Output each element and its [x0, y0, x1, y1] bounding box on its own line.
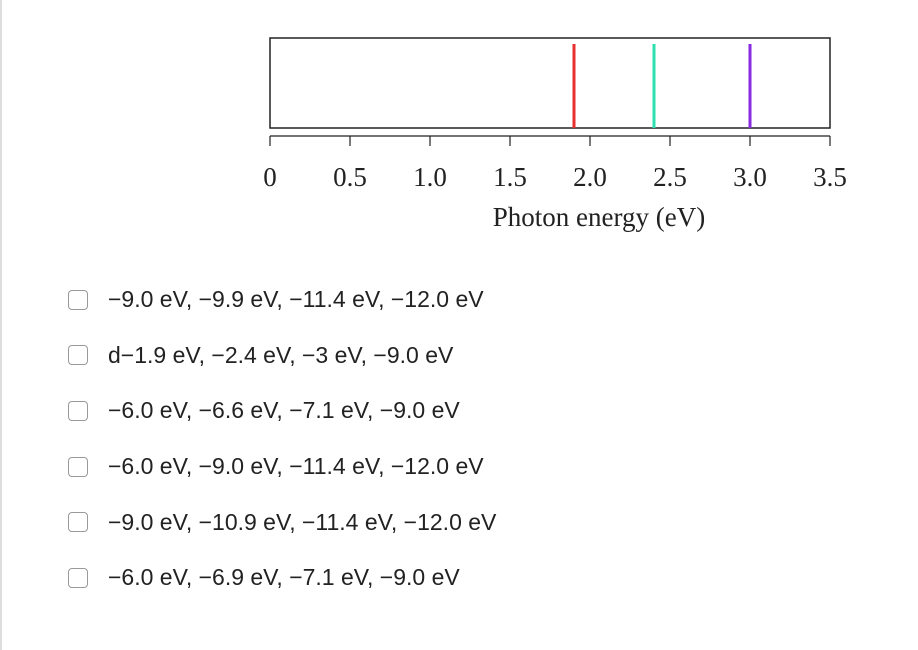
checkbox[interactable]: [68, 456, 88, 477]
options: −9.0 eV, −9.9 eV, −11.4 eV, −12.0 eV d−1.…: [68, 272, 496, 606]
x-tick-label: 0.5: [333, 162, 367, 192]
plot-frame: [269, 37, 831, 129]
option-label[interactable]: −6.0 eV, −6.9 eV, −7.1 eV, −9.0 eV: [108, 564, 460, 591]
x-axis-label: Photon energy (eV): [493, 202, 705, 232]
option-label[interactable]: d−1.9 eV, −2.4 eV, −3 eV, −9.0 eV: [108, 341, 454, 368]
x-tick-label: 3.0: [733, 162, 767, 192]
checkbox[interactable]: [68, 289, 88, 310]
option: −6.0 eV, −6.6 eV, −7.1 eV, −9.0 eV: [68, 383, 496, 439]
x-tick-label: 0: [263, 162, 277, 192]
option: −9.0 eV, −9.9 eV, −11.4 eV, −12.0 eV: [68, 272, 496, 328]
option: d−1.9 eV, −2.4 eV, −3 eV, −9.0 eV: [68, 328, 496, 384]
option-label[interactable]: −9.0 eV, −10.9 eV, −11.4 eV, −12.0 eV: [108, 508, 497, 535]
checkbox[interactable]: [68, 512, 88, 533]
x-tick-label: 2.5: [653, 162, 687, 192]
option: −6.0 eV, −9.0 eV, −11.4 eV, −12.0 eV: [68, 439, 496, 495]
option-label[interactable]: −6.0 eV, −6.6 eV, −7.1 eV, −9.0 eV: [108, 397, 460, 424]
option: −9.0 eV, −10.9 eV, −11.4 eV, −12.0 eV: [68, 494, 496, 550]
chart: Photon energy (eV) 0 0.5 1.0 1.5 2.0 2.5 3.0 3.…: [263, 37, 847, 232]
x-tick-label: 1.5: [493, 162, 527, 192]
option-label[interactable]: −9.0 eV, −9.9 eV, −11.4 eV, −12.0 eV: [108, 286, 484, 313]
x-tick-label: 3.5: [813, 162, 847, 192]
option: −6.0 eV, −6.9 eV, −7.1 eV, −9.0 eV: [68, 550, 496, 606]
checkbox[interactable]: [68, 345, 88, 366]
x-tick-label: 1.0: [413, 162, 447, 192]
checkbox[interactable]: [68, 400, 88, 421]
x-tick-label: 2.0: [573, 162, 607, 192]
checkbox[interactable]: [68, 567, 88, 588]
option-label[interactable]: −6.0 eV, −9.0 eV, −11.4 eV, −12.0 eV: [108, 453, 484, 480]
